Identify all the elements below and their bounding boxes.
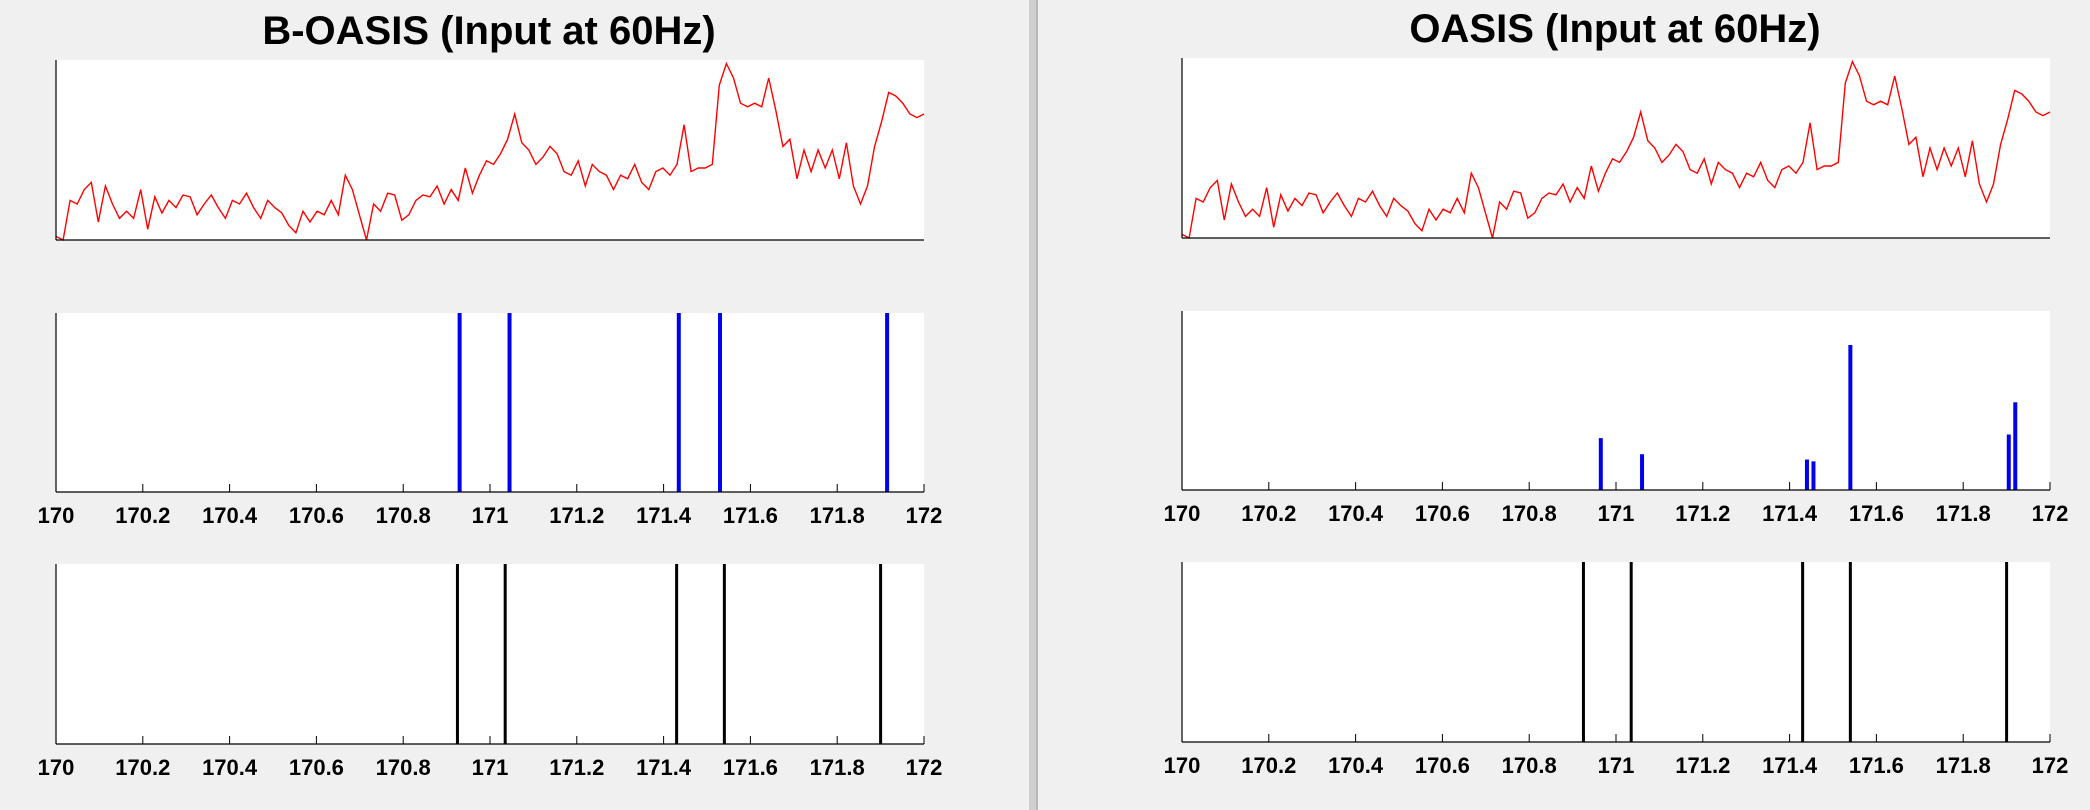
- x-tick-label: 170: [38, 503, 75, 528]
- x-tick-label: 170.6: [289, 503, 344, 528]
- x-tick-label: 171.6: [723, 755, 778, 780]
- x-tick-label: 170.6: [1415, 753, 1470, 778]
- panel-left-inferred-spikes: 170 170.2 170.4 170.6 170.8 171 171.2 171.4 171.…: [38, 313, 943, 528]
- x-tick-label: 170.8: [1502, 501, 1557, 526]
- x-tick-label: 170.2: [1241, 753, 1296, 778]
- x-tick-label: 171.2: [1675, 501, 1730, 526]
- plot-area: [56, 564, 924, 744]
- x-tick-label: 172: [906, 755, 943, 780]
- x-tick-label: 170.4: [1328, 753, 1384, 778]
- window-divider-shadow: [1036, 0, 1038, 810]
- x-tick-label: 171.2: [549, 755, 604, 780]
- trace-line: [1181, 59, 2051, 240]
- x-tick-label: 171.2: [1675, 753, 1730, 778]
- window-divider[interactable]: [1029, 0, 1037, 810]
- x-tick-label: 170.2: [115, 755, 170, 780]
- x-tick-label: 171: [472, 503, 509, 528]
- x-tick-label: 171.4: [1762, 753, 1818, 778]
- x-tick-label: 170.2: [115, 503, 170, 528]
- figure-right: OASIS (Input at 60Hz) 170 170.2 170.4 170.6…: [1164, 7, 2069, 778]
- x-tick-label: 170: [1164, 753, 1201, 778]
- x-tick-label: 171.8: [1936, 501, 1991, 526]
- x-tick-label: 170.8: [1502, 753, 1557, 778]
- x-tick-label: 171.4: [636, 755, 692, 780]
- figure-title-right: OASIS (Input at 60Hz): [1409, 7, 1820, 51]
- x-tick-label: 170: [1164, 501, 1201, 526]
- x-tick-label: 170.4: [202, 503, 258, 528]
- x-tick-label: 172: [2032, 501, 2069, 526]
- x-tick-label: 171: [472, 755, 509, 780]
- panel-right-inferred-spikes: 170 170.2 170.4 170.6 170.8 171 171.2 171.4 171.…: [1164, 311, 2069, 526]
- x-tick-label: 170.4: [202, 755, 258, 780]
- x-tick-label: 172: [906, 503, 943, 528]
- figure-left: B-OASIS (Input at 60Hz) 170 170.2 170.4 170…: [38, 9, 943, 780]
- panel-right-true-spikes: 170 170.2 170.4 170.6 170.8 171 171.2 171.4 171.…: [1164, 562, 2069, 778]
- x-tick-label: 171.6: [1849, 501, 1904, 526]
- x-tick-label: 170.6: [289, 755, 344, 780]
- panel-left-trace: [55, 60, 925, 242]
- plot-area: [1182, 58, 2050, 238]
- x-tick-label: 170.6: [1415, 501, 1470, 526]
- x-tick-label: 172: [2032, 753, 2069, 778]
- figure-title-left: B-OASIS (Input at 60Hz): [262, 9, 715, 53]
- x-tick-label: 171.8: [1936, 753, 1991, 778]
- plot-area: [56, 313, 924, 492]
- x-tick-label: 170.8: [376, 503, 431, 528]
- trace-line: [55, 61, 925, 242]
- x-tick-label: 171.6: [1849, 753, 1904, 778]
- plot-area: [56, 60, 924, 240]
- x-tick-label: 170.4: [1328, 501, 1384, 526]
- panel-right-trace: [1181, 58, 2051, 240]
- x-tick-label: 171.8: [810, 503, 865, 528]
- panel-left-true-spikes: 170 170.2 170.4 170.6 170.8 171 171.2 171.4 171.…: [38, 564, 943, 780]
- x-tick-label: 171.8: [810, 755, 865, 780]
- x-tick-label: 171.4: [1762, 501, 1818, 526]
- plot-area: [1182, 562, 2050, 742]
- x-tick-label: 171: [1598, 501, 1635, 526]
- x-tick-label: 170.2: [1241, 501, 1296, 526]
- x-tick-label: 170.8: [376, 755, 431, 780]
- x-tick-label: 171.4: [636, 503, 692, 528]
- x-tick-label: 171.2: [549, 503, 604, 528]
- plot-area: [1182, 311, 2050, 490]
- x-tick-label: 170: [38, 755, 75, 780]
- x-tick-label: 171.6: [723, 503, 778, 528]
- x-tick-label: 171: [1598, 753, 1635, 778]
